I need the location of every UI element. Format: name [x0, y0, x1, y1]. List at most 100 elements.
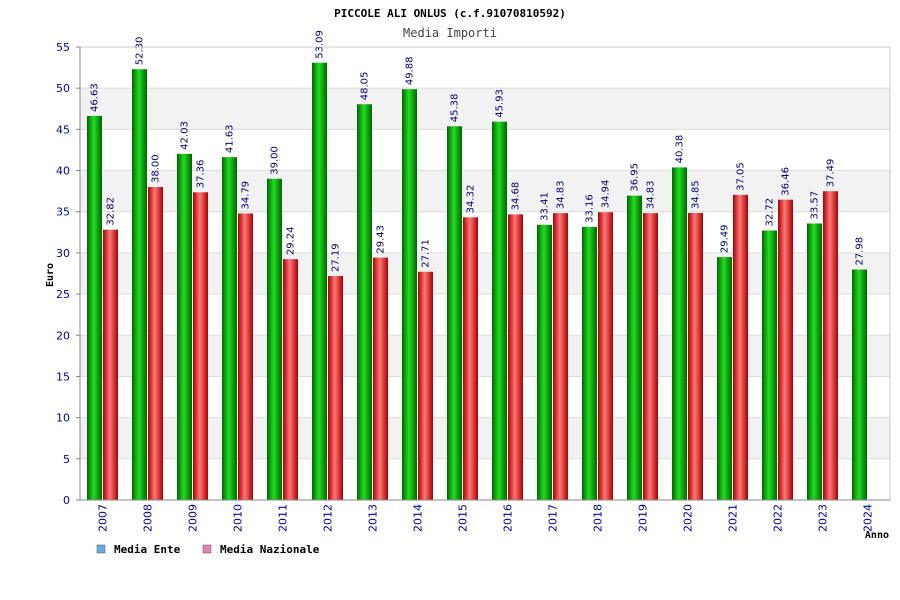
bar-media-nazionale-2013: [373, 257, 388, 500]
plot-band: [80, 335, 890, 377]
bar-media-ente-2020: [672, 167, 687, 500]
value-label: 34.85: [691, 180, 702, 209]
bar-media-nazionale-2011: [283, 259, 298, 500]
plot-band: [80, 170, 890, 212]
value-label: 37.49: [826, 159, 837, 188]
y-tick-label: 20: [56, 329, 70, 342]
bar-media-ente-2021: [717, 257, 732, 500]
legend-swatch-media-ente: [96, 544, 106, 554]
y-tick-label: 15: [56, 370, 70, 383]
value-label: 34.68: [511, 182, 522, 211]
y-tick-label: 35: [56, 206, 70, 219]
x-tick-label: 2022: [772, 504, 785, 532]
value-label: 42.03: [180, 121, 191, 150]
value-label: 27.19: [331, 243, 342, 272]
value-label: 32.72: [765, 198, 776, 227]
bar-media-ente-2011: [267, 178, 282, 501]
bar-media-ente-2018: [582, 226, 597, 500]
value-label: 41.63: [225, 124, 236, 153]
legend-item-media-nazionale: Media Nazionale: [202, 543, 320, 556]
bar-media-ente-2015: [447, 126, 462, 500]
value-label: 40.38: [675, 135, 686, 164]
x-tick-label: 2012: [322, 504, 335, 532]
x-tick-label: 2011: [277, 504, 290, 532]
bar-media-ente-2014: [402, 89, 417, 501]
bar-media-nazionale-2010: [238, 213, 253, 500]
x-tick-label: 2021: [727, 504, 740, 532]
y-tick-label: 50: [56, 82, 70, 95]
bar-media-nazionale-2018: [598, 212, 613, 501]
bar-media-ente-2022: [762, 230, 777, 501]
legend-swatch-media-nazionale: [202, 544, 212, 554]
value-label: 45.93: [495, 89, 506, 118]
value-label: 37.05: [736, 162, 747, 191]
x-tick-label: 2014: [412, 504, 425, 532]
value-label: 34.83: [556, 180, 567, 209]
bar-media-nazionale-2012: [328, 276, 343, 500]
y-tick-label: 10: [56, 412, 70, 425]
bar-media-ente-2007: [87, 115, 102, 501]
legend-item-media-ente: Media Ente: [96, 543, 181, 556]
value-label: 39.00: [270, 146, 281, 175]
y-tick-label: 0: [63, 494, 70, 507]
bar-media-nazionale-2009: [193, 192, 208, 500]
bar-media-nazionale-2015: [463, 217, 478, 500]
x-tick-label: 2023: [817, 504, 830, 532]
x-tick-label: 2009: [187, 504, 200, 532]
y-tick-label: 40: [56, 165, 70, 178]
plot-band: [80, 417, 890, 459]
bar-media-nazionale-2014: [418, 271, 433, 500]
value-label: 34.94: [601, 180, 612, 209]
bar-media-ente-2009: [177, 153, 192, 501]
value-labels: 46.63 32.82 52.30 38.00 42.03 37.36 41.63 34.79…: [90, 30, 866, 272]
y-axis-label: Euro: [45, 263, 56, 287]
value-label: 49.88: [405, 57, 416, 86]
bar-media-nazionale-2023: [823, 191, 838, 500]
plot-band: [80, 88, 890, 130]
value-label: 36.46: [781, 167, 792, 196]
y-tick-label: 30: [56, 247, 70, 260]
value-label: 52.30: [135, 37, 146, 66]
x-tick-label: 2013: [367, 504, 380, 532]
value-label: 27.71: [421, 239, 432, 268]
y-tick-label: 25: [56, 288, 70, 301]
bar-media-ente-2012: [312, 62, 327, 501]
value-label: 29.49: [720, 224, 731, 253]
y-axis-ticks: 0 5 10 15 20 25 30 35 40 45 50 55: [56, 41, 80, 507]
value-label: 36.95: [630, 163, 641, 192]
value-label: 33.41: [540, 192, 551, 221]
bar-media-ente-2019: [627, 195, 642, 500]
bar-media-nazionale-2021: [733, 194, 748, 501]
value-label: 27.98: [855, 237, 866, 266]
bar-media-ente-2024: [852, 269, 867, 500]
bar-media-nazionale-2017: [553, 213, 568, 501]
bar-media-ente-2013: [357, 104, 372, 500]
value-label: 48.05: [360, 72, 371, 101]
bar-media-ente-2016: [492, 121, 507, 500]
bar-media-nazionale-2008: [148, 187, 163, 500]
x-tick-label: 2010: [232, 504, 245, 532]
chart-subtitle: Media Importi: [403, 26, 497, 40]
value-label: 33.57: [810, 191, 821, 220]
legend-label-media-nazionale: Media Nazionale: [220, 543, 320, 556]
value-label: 29.24: [286, 227, 297, 256]
bar-media-ente-2008: [132, 69, 147, 500]
y-tick-label: 55: [56, 41, 70, 54]
x-tick-label: 2007: [97, 504, 110, 532]
value-label: 29.43: [376, 225, 387, 254]
bar-media-nazionale-2007: [103, 229, 118, 500]
bar-media-ente-2010: [222, 157, 237, 500]
chart-title: PICCOLE ALI ONLUS (c.f.91070810592): [334, 7, 566, 20]
x-tick-label: 2020: [682, 504, 695, 532]
bar-media-ente-2017: [537, 224, 552, 500]
value-label: 33.16: [585, 194, 596, 223]
plot-band: [80, 252, 890, 295]
value-label: 34.79: [241, 181, 252, 210]
value-label: 32.82: [106, 197, 117, 226]
value-label: 34.32: [466, 185, 477, 214]
bar-media-nazionale-2022: [778, 199, 793, 500]
value-label: 46.63: [90, 83, 101, 112]
value-label: 53.09: [315, 30, 326, 59]
x-axis-label: Anno: [865, 530, 889, 541]
